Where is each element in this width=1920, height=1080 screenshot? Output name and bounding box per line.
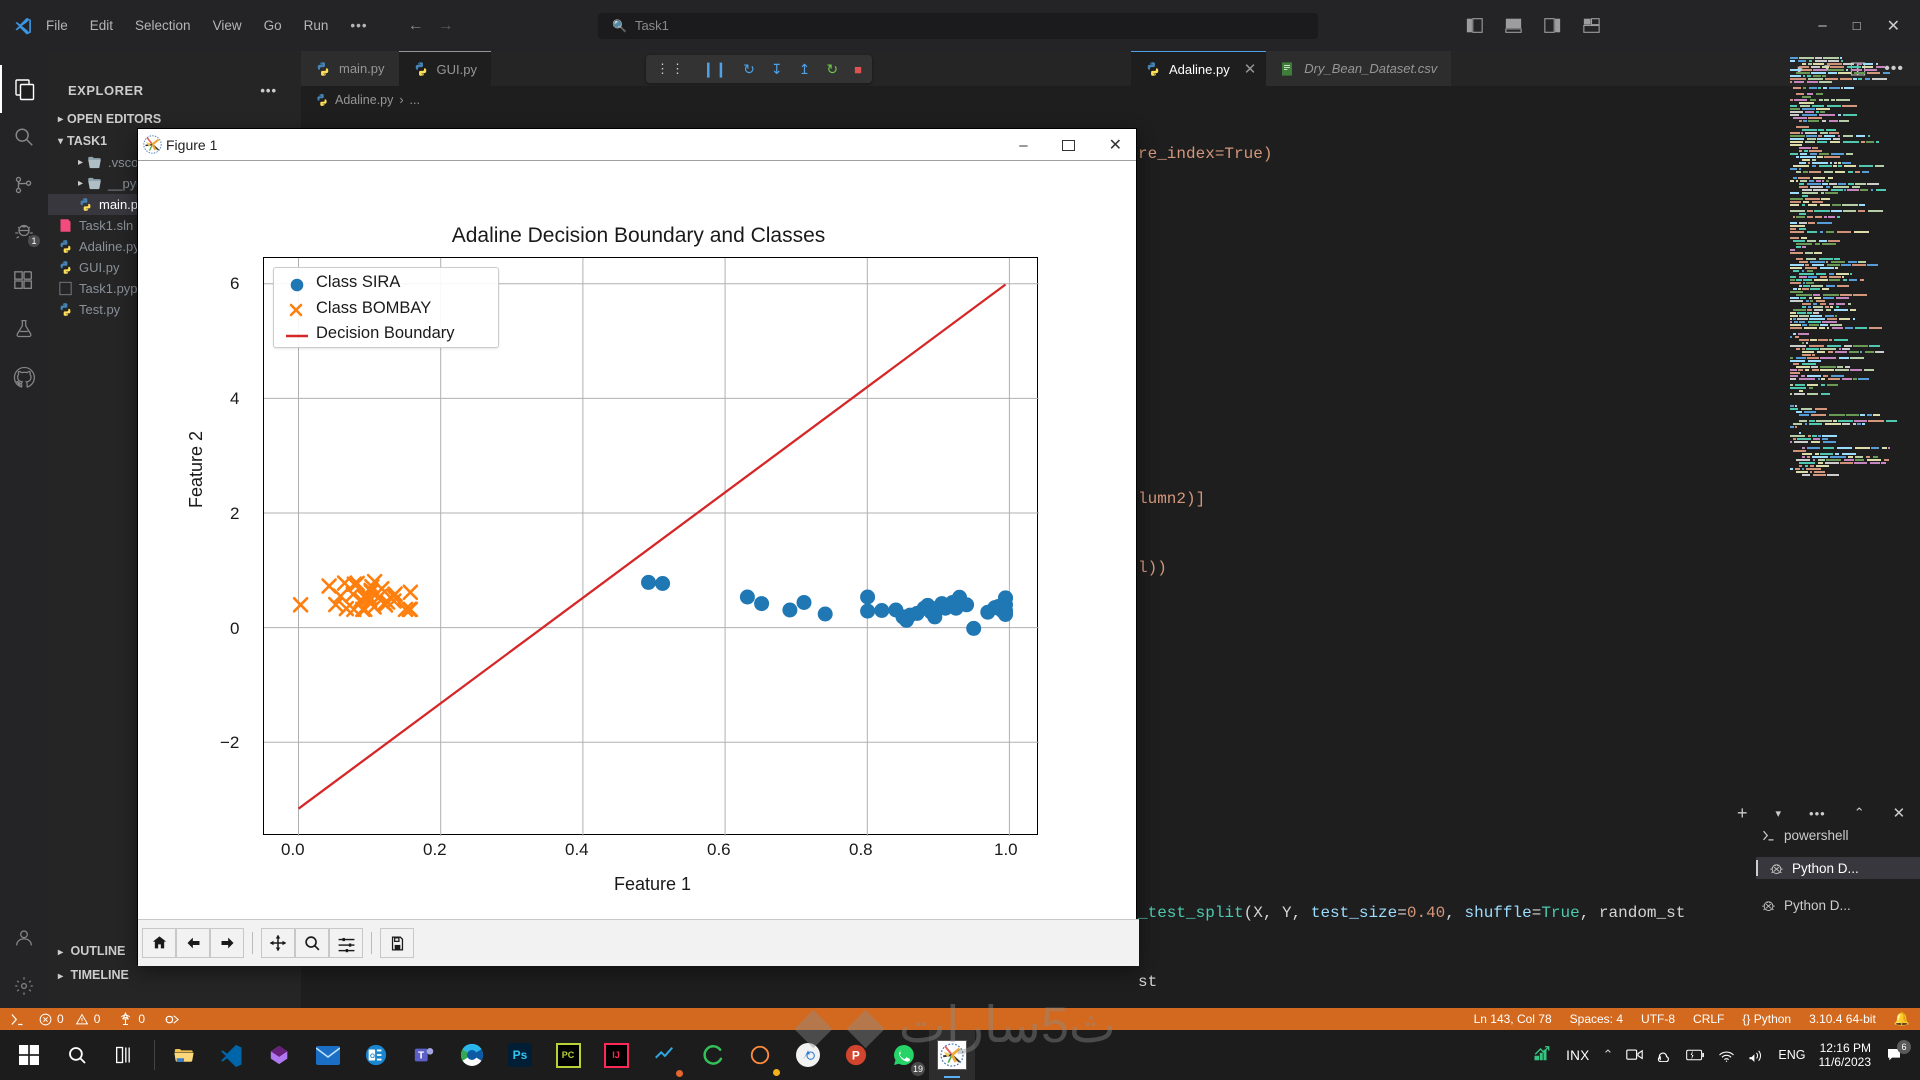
svg-text:T: T [418,1051,425,1062]
svg-text:O: O [370,1053,375,1060]
svg-text:P: P [852,1049,860,1063]
